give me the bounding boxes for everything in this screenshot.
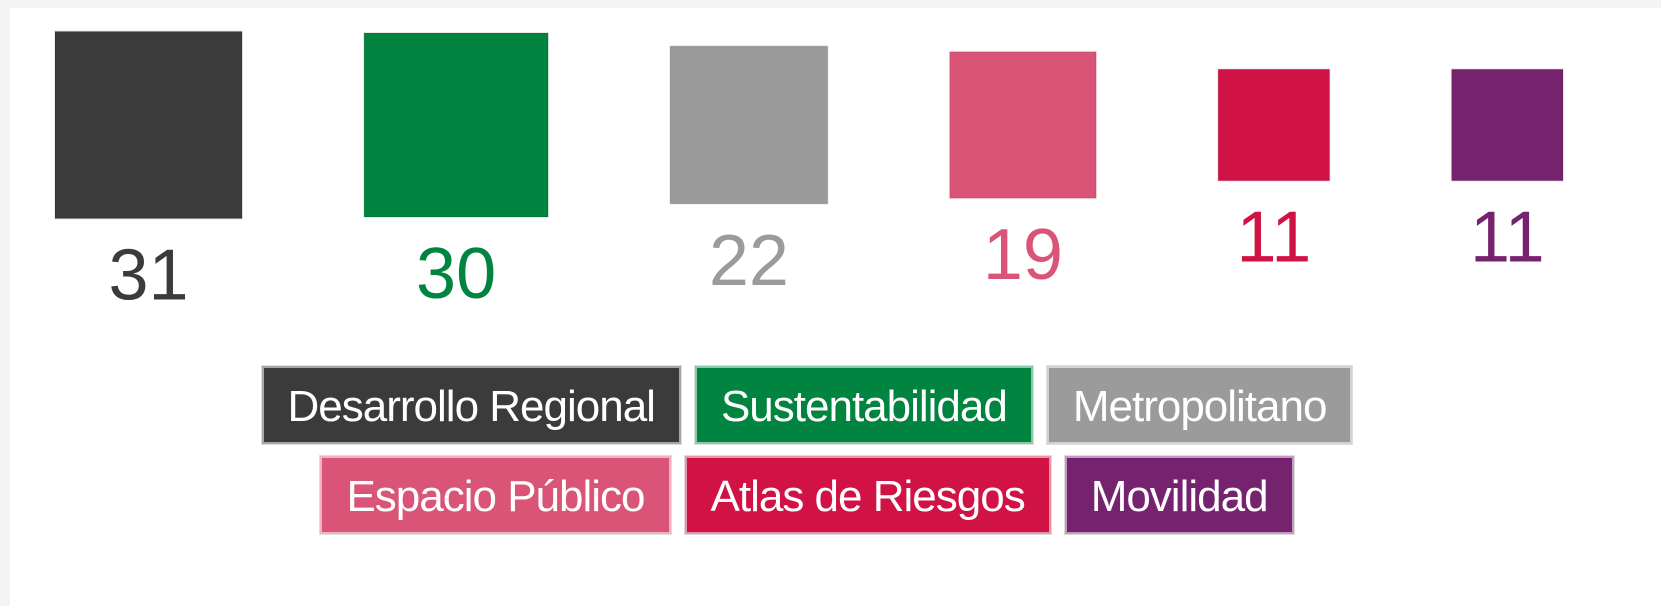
legend-item: Espacio Público [319,455,672,535]
legend-item: Sustentabilidad [693,365,1034,445]
square [948,50,1098,200]
square [1217,68,1331,182]
value-label: 11 [1470,198,1545,278]
value-label: 22 [709,221,789,301]
square [1450,68,1565,182]
legend: Desarrollo Regional Sustentabilidad Metrop… [157,365,1457,535]
value-label: 31 [108,236,188,316]
value-label: 11 [1237,198,1312,278]
square [363,31,550,219]
legend-item: Atlas de Riesgos [683,455,1052,535]
legend-item: Metropolitano [1045,365,1354,445]
value-label: 30 [416,234,496,314]
square [54,30,244,220]
value-label: 19 [983,215,1063,295]
legend-item: Desarrollo Regional [260,365,682,445]
legend-item: Movilidad [1063,455,1295,535]
square [669,45,829,205]
